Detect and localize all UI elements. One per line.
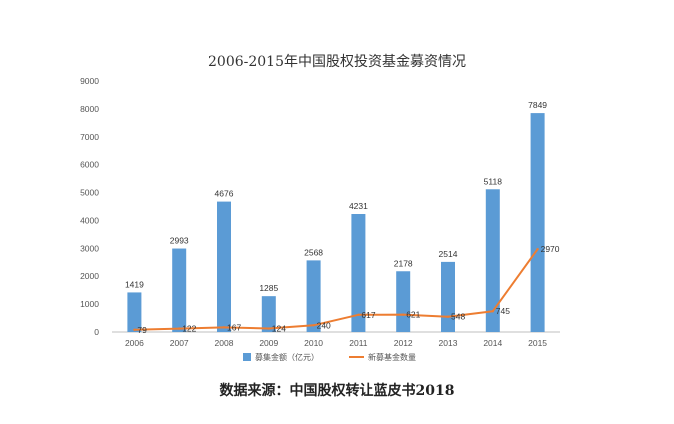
x-tick-label: 2009 — [259, 338, 278, 348]
line-point — [536, 247, 539, 251]
legend-bar-swatch — [243, 353, 251, 361]
x-tick-label: 2013 — [439, 338, 458, 348]
y-tick-label: 9000 — [80, 76, 99, 86]
bar — [441, 261, 455, 332]
x-tick-label: 2014 — [483, 338, 502, 348]
bar-value-label: 4231 — [349, 201, 368, 211]
bar — [485, 189, 500, 332]
x-axis: 2006 2007 2008 2009 2010 2011 2012 2013 2014 2015 — [112, 331, 560, 348]
x-tick-label: 2010 — [304, 338, 323, 348]
line-value-label: 79 — [137, 325, 147, 335]
line-point — [357, 313, 360, 316]
y-axis: 0 1000 2000 3000 4000 5000 6000 7000 8000 9000 — [80, 76, 99, 337]
source-note: 数据来源：中国股权转让蓝皮书2018 — [219, 383, 455, 399]
line-point — [402, 313, 405, 316]
bar — [217, 201, 231, 332]
line-value-label: 745 — [496, 306, 510, 316]
legend: 募集金额（亿元） 新募基金数量 — [243, 352, 416, 362]
line-point — [446, 315, 450, 318]
x-tick-label: 2012 — [394, 338, 413, 348]
x-tick-label: 2007 — [170, 338, 189, 348]
y-tick-label: 3000 — [80, 243, 99, 253]
bar-value-label: 4676 — [215, 189, 234, 199]
line-value-label: 617 — [361, 310, 375, 320]
y-tick-label: 2000 — [80, 271, 99, 281]
bar-value-label: 1419 — [125, 279, 144, 289]
y-tick-label: 0 — [94, 327, 99, 337]
legend-line-label: 新募基金数量 — [368, 352, 416, 362]
line-point — [491, 310, 494, 313]
bar — [127, 292, 142, 332]
bar-value-label: 5118 — [484, 176, 503, 186]
line-series: 79 122 167 124 240 617 621 548 745 2970 — [133, 244, 560, 335]
bar-value-label: 2514 — [439, 249, 458, 259]
x-tick-label: 2011 — [349, 338, 368, 348]
bar-value-label: 2568 — [304, 247, 323, 257]
chart-title: 2006-2015年中国股权投资基金募资情况 — [208, 53, 466, 70]
line-value-label: 548 — [451, 312, 465, 322]
y-tick-label: 6000 — [80, 160, 99, 170]
bar — [172, 248, 187, 332]
bar — [261, 296, 276, 332]
line-point — [222, 326, 226, 329]
line-point — [133, 328, 136, 331]
line-value-label: 240 — [317, 320, 331, 330]
y-tick-label: 8000 — [80, 104, 99, 114]
x-tick-label: 2006 — [125, 338, 144, 348]
bar — [306, 260, 321, 332]
bar-value-label: 1285 — [259, 283, 278, 293]
bar-value-label: 2993 — [170, 236, 189, 246]
line-path — [134, 248, 539, 331]
line-point — [312, 324, 315, 327]
y-tick-label: 4000 — [80, 215, 99, 225]
legend-bar-label: 募集金额（亿元） — [255, 352, 319, 362]
line-value-label: 2970 — [541, 244, 560, 254]
line-value-label: 621 — [406, 310, 420, 320]
bar — [530, 113, 545, 332]
x-tick-label: 2008 — [215, 338, 234, 348]
bar — [351, 214, 366, 332]
line-value-label: 124 — [272, 324, 286, 334]
line-value-label: 122 — [182, 324, 196, 334]
y-tick-label: 7000 — [80, 132, 99, 142]
y-tick-label: 1000 — [80, 299, 99, 309]
line-point — [178, 327, 181, 330]
bar-value-label: 2178 — [394, 258, 413, 268]
bar-value-label: 7849 — [528, 100, 547, 110]
x-tick-label: 2015 — [528, 338, 547, 348]
bar — [396, 271, 411, 332]
line-value-label: 167 — [227, 322, 241, 332]
bar-series: 1419 2993 4676 1285 2568 4231 2178 2514 5118 7849 — [125, 100, 547, 332]
line-point — [267, 327, 270, 330]
y-tick-label: 5000 — [80, 188, 99, 198]
